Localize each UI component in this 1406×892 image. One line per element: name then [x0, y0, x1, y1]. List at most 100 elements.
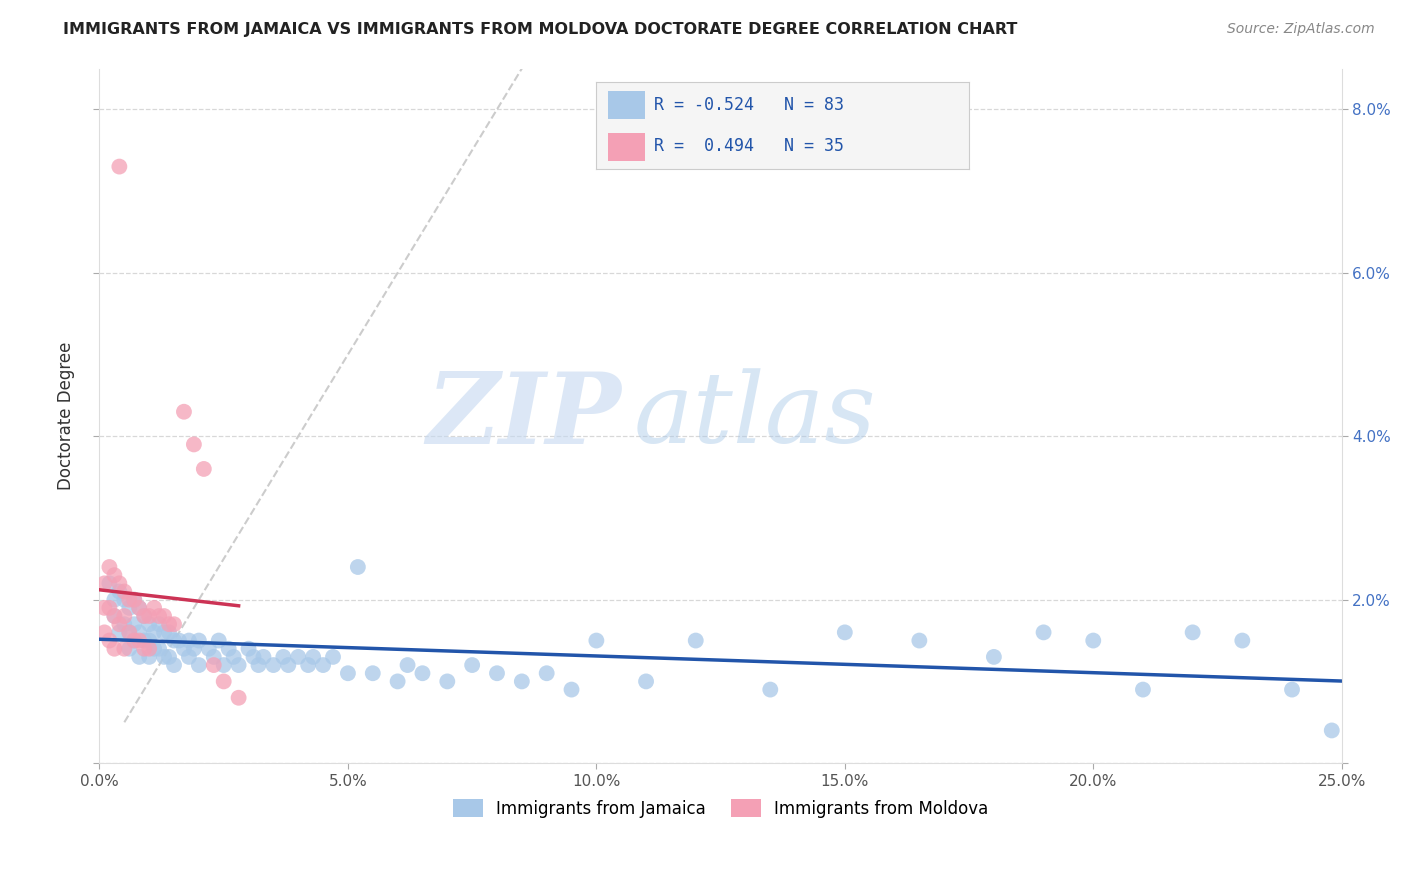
Point — [148, 617, 170, 632]
Point — [536, 666, 558, 681]
Point — [148, 609, 170, 624]
Point — [759, 682, 782, 697]
Point — [122, 633, 145, 648]
Point — [98, 576, 121, 591]
Point — [983, 649, 1005, 664]
Point — [98, 560, 121, 574]
Point — [198, 641, 221, 656]
Point — [143, 625, 166, 640]
Point — [148, 641, 170, 656]
Point — [167, 633, 190, 648]
Point — [347, 560, 370, 574]
Point — [112, 592, 135, 607]
Point — [183, 641, 205, 656]
Point — [1032, 625, 1054, 640]
Point — [302, 649, 325, 664]
Point — [138, 641, 160, 656]
Point — [134, 609, 156, 624]
Point — [1132, 682, 1154, 697]
Point — [122, 617, 145, 632]
Point — [193, 462, 215, 476]
Point — [228, 658, 250, 673]
Point — [122, 592, 145, 607]
Point — [1232, 633, 1254, 648]
Point — [93, 576, 115, 591]
Point — [134, 633, 156, 648]
Point — [163, 658, 186, 673]
Point — [143, 600, 166, 615]
Point — [118, 592, 141, 607]
Point — [143, 641, 166, 656]
Point — [834, 625, 856, 640]
Point — [222, 649, 245, 664]
Point — [108, 584, 131, 599]
Point — [247, 658, 270, 673]
Point — [112, 584, 135, 599]
Point — [297, 658, 319, 673]
Point — [238, 641, 260, 656]
Point — [212, 674, 235, 689]
Point — [122, 633, 145, 648]
Point — [173, 405, 195, 419]
Point — [157, 649, 180, 664]
Point — [387, 674, 409, 689]
Text: atlas: atlas — [634, 368, 876, 464]
Point — [1320, 723, 1343, 738]
Point — [128, 649, 150, 664]
Point — [228, 690, 250, 705]
Point — [1281, 682, 1303, 697]
Point — [93, 625, 115, 640]
Point — [153, 609, 176, 624]
Point — [108, 625, 131, 640]
Point — [103, 609, 125, 624]
Point — [396, 658, 419, 673]
Point — [287, 649, 309, 664]
Point — [138, 649, 160, 664]
Point — [585, 633, 607, 648]
Point — [138, 617, 160, 632]
Point — [322, 649, 344, 664]
Y-axis label: Doctorate Degree: Doctorate Degree — [58, 342, 75, 490]
Point — [177, 649, 200, 664]
Point — [510, 674, 533, 689]
Point — [218, 641, 240, 656]
Point — [252, 649, 274, 664]
Point — [112, 617, 135, 632]
Point — [108, 617, 131, 632]
Point — [277, 658, 299, 673]
Point — [183, 437, 205, 451]
Text: ZIP: ZIP — [426, 368, 621, 464]
Point — [1083, 633, 1105, 648]
Point — [128, 633, 150, 648]
Point — [112, 609, 135, 624]
Point — [108, 576, 131, 591]
Point — [177, 633, 200, 648]
Legend: Immigrants from Jamaica, Immigrants from Moldova: Immigrants from Jamaica, Immigrants from… — [446, 793, 995, 824]
Point — [908, 633, 931, 648]
Point — [685, 633, 707, 648]
Point — [187, 633, 209, 648]
Point — [118, 625, 141, 640]
Point — [118, 625, 141, 640]
Point — [118, 641, 141, 656]
Point — [93, 600, 115, 615]
Point — [411, 666, 433, 681]
Point — [122, 592, 145, 607]
Point — [128, 625, 150, 640]
Point — [157, 617, 180, 632]
Point — [273, 649, 295, 664]
Point — [138, 609, 160, 624]
Point — [163, 617, 186, 632]
Point — [153, 625, 176, 640]
Point — [1181, 625, 1204, 640]
Point — [173, 641, 195, 656]
Point — [98, 633, 121, 648]
Point — [361, 666, 384, 681]
Point — [212, 658, 235, 673]
Text: Source: ZipAtlas.com: Source: ZipAtlas.com — [1227, 22, 1375, 37]
Point — [157, 625, 180, 640]
Point — [336, 666, 359, 681]
Point — [202, 658, 225, 673]
Point — [461, 658, 484, 673]
Point — [636, 674, 658, 689]
